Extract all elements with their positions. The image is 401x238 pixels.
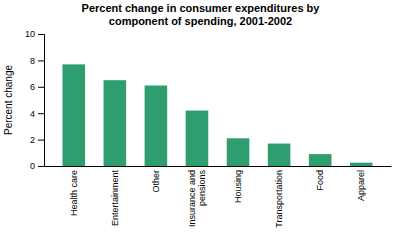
- bar: [309, 154, 332, 166]
- tick-label: Food: [315, 170, 325, 191]
- tick: Other: [151, 170, 161, 193]
- tick-label: Apparel: [356, 170, 366, 201]
- tick-mark: [38, 140, 44, 141]
- tick-mark: [38, 113, 44, 114]
- tick-label: 4: [30, 109, 35, 119]
- tick: Apparel: [356, 170, 366, 201]
- tick-label: Insurance andpensions: [187, 170, 207, 228]
- bar: [62, 64, 85, 166]
- tick: 0: [30, 161, 44, 171]
- tick: Housing: [233, 170, 243, 203]
- bar: [227, 138, 250, 166]
- tick-label: 2: [30, 135, 35, 145]
- tick: Insurance andpensions: [187, 170, 207, 228]
- tick: 2: [30, 135, 44, 145]
- tick-label: 6: [30, 82, 35, 92]
- tick-label: Entertainment: [110, 170, 120, 227]
- bar: [104, 80, 127, 166]
- bar: [268, 144, 291, 166]
- tick: Health care: [69, 170, 79, 216]
- tick-label: Health care: [69, 170, 79, 216]
- tick-mark: [38, 34, 44, 35]
- axis-line: [38, 35, 45, 167]
- tick: Entertainment: [110, 170, 120, 227]
- tick: Food: [315, 170, 325, 191]
- bar: [145, 85, 168, 166]
- tick: 10: [25, 29, 44, 39]
- x-axis: Health care Entertainment Other Insurance a…: [45, 167, 392, 228]
- tick-label: Other: [151, 170, 161, 193]
- tick-mark: [38, 166, 44, 167]
- axis-line: [45, 166, 392, 167]
- tick-label: 10: [25, 29, 35, 39]
- plot: 0 2 4 6 8 10 Health care Entertainment Other Insu…: [25, 29, 392, 227]
- y-axis-title: Percent change: [3, 65, 14, 135]
- tick: 8: [30, 56, 44, 66]
- title: Percent change in consumer expenditures …: [82, 2, 321, 27]
- tick-label: Housing: [233, 170, 243, 203]
- tick-mark: [38, 60, 44, 61]
- y-axis: 0 2 4 6 8 10: [25, 29, 45, 171]
- tick: Transportation: [274, 170, 284, 228]
- tick-label: 0: [30, 161, 35, 171]
- tick: 4: [30, 109, 44, 119]
- tick-mark: [38, 87, 44, 88]
- bar: [186, 111, 209, 166]
- tick-label: Transportation: [274, 170, 284, 228]
- bar: [350, 163, 373, 166]
- tick-label: 8: [30, 56, 35, 66]
- chart: Percent change in consumer expenditures …: [0, 0, 401, 238]
- bars: [62, 64, 372, 166]
- tick: 6: [30, 82, 44, 92]
